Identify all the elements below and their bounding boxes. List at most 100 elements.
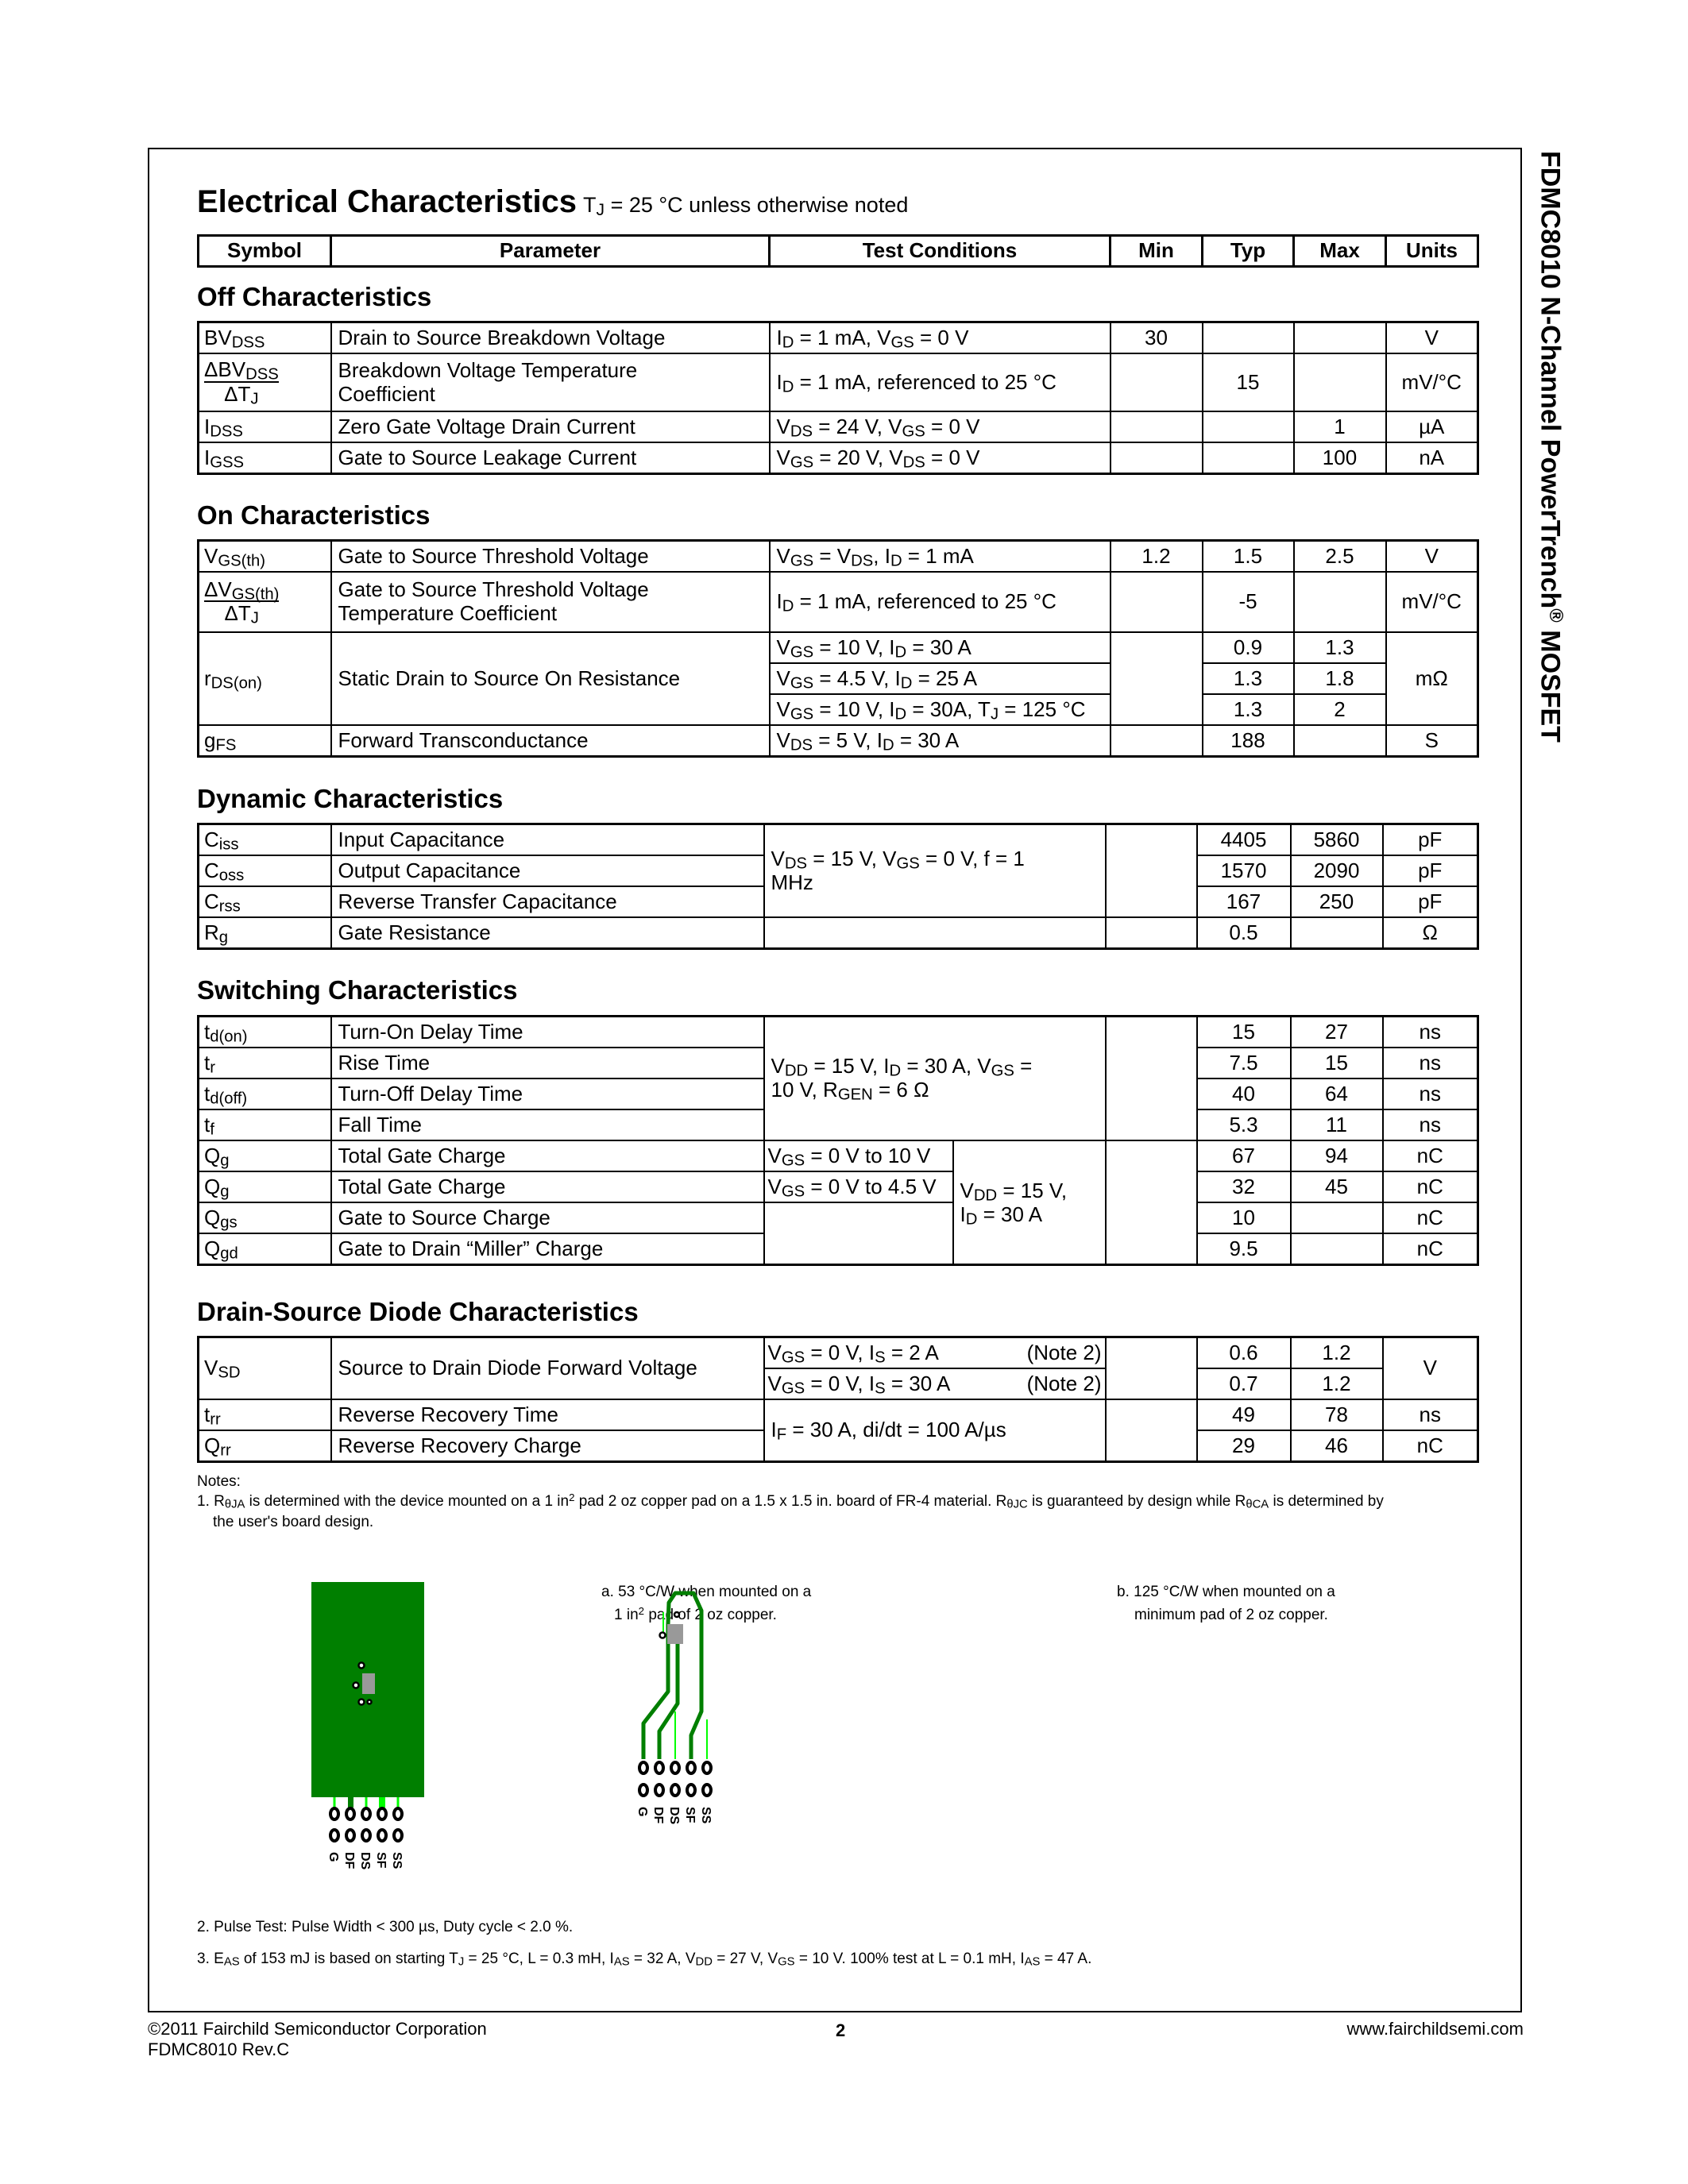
min — [1109, 571, 1203, 633]
parameter: Total Gate Charge — [330, 1171, 765, 1203]
table-row: Qrr Reverse Recovery Charge 29 46 nC — [197, 1430, 1479, 1463]
symbol-den: ΔTJ — [224, 381, 259, 408]
symbol: trr — [197, 1399, 332, 1431]
side-title: FDMC8010 N-Channel PowerTrench® MOSFET — [1535, 151, 1567, 743]
pin-pad — [377, 1828, 388, 1843]
conditions: VGS = 20 V, VDS = 0 V — [768, 442, 1111, 475]
pin-label: SS — [390, 1852, 404, 1870]
typ — [1201, 442, 1295, 475]
pin-pad — [670, 1761, 681, 1775]
caption-line: a. 53 °C/W when mounted on a — [601, 1584, 812, 1600]
dynamic-table: Ciss Input Capacitance VDS = 15 V, VGS =… — [197, 823, 1479, 950]
parameter: Output Capacitance — [330, 855, 765, 887]
max: 2.5 — [1292, 539, 1387, 573]
parameter: Static Drain to Source On Resistance — [330, 631, 771, 726]
max — [1289, 916, 1384, 950]
conditions: VGS = VDS, ID = 1 mA — [768, 539, 1111, 573]
conditions: ID = 1 mA, referenced to 25 °C — [768, 571, 1111, 633]
pin-pad — [361, 1807, 372, 1821]
page-frame — [148, 148, 1522, 2012]
symbol: td(off) — [197, 1078, 332, 1110]
symbol-num: ΔBVDSS — [204, 357, 279, 384]
typ: 15 — [1201, 353, 1295, 412]
table-row: ΔBVDSS ΔTJ Breakdown Voltage Temperature … — [197, 353, 1479, 412]
notes-label: Notes: — [197, 1473, 241, 1490]
max: 2 — [1292, 693, 1387, 726]
figure-a-large-pad: G DF DS SF SS — [311, 1582, 424, 1870]
typ — [1201, 411, 1295, 443]
min — [1109, 411, 1203, 443]
conditions — [763, 1202, 954, 1266]
pin-pad — [654, 1761, 665, 1775]
typ: 32 — [1196, 1171, 1292, 1203]
figure-a-caption: a. 53 °C/W when mounted on a 1 in2 pad o… — [601, 1580, 811, 1627]
symbol: rDS(on) — [197, 631, 332, 726]
table-row: trr Reverse Recovery Time IF = 30 A, di/… — [197, 1399, 1479, 1463]
table-row: VGS = 0 V, IS = 30 A (Note 2) 0.7 1.2 — [199, 1368, 1478, 1400]
title-condition: TJ = 25 °C unless otherwise noted — [583, 193, 909, 219]
max: 1.2 — [1289, 1336, 1384, 1369]
conditions-text: VGS = 0 V, IS = 2 A — [767, 1340, 939, 1367]
pin-label: G — [635, 1807, 649, 1816]
table-row: Crss Reverse Transfer Capacitance 167 25… — [197, 886, 1479, 918]
min — [1104, 1336, 1198, 1400]
units: V — [1385, 539, 1479, 573]
pin-pad — [361, 1828, 372, 1843]
footer-website[interactable]: www.fairchildsemi.com — [1346, 2019, 1524, 2039]
pin-pad — [392, 1828, 404, 1843]
pin-pad — [701, 1783, 713, 1797]
parameter: Forward Transconductance — [330, 724, 771, 758]
pin-pad — [345, 1828, 356, 1843]
min: 30 — [1109, 321, 1203, 354]
pin-pad — [329, 1828, 340, 1843]
diode-table: VSD Source to Drain Diode Forward Voltag… — [197, 1336, 1479, 1463]
units: ns — [1381, 1078, 1479, 1110]
units: µA — [1385, 411, 1479, 443]
symbol: Qg — [197, 1140, 332, 1172]
pin-label: DS — [667, 1807, 681, 1825]
title-text: Electrical Characteristics — [197, 184, 577, 219]
units: mV/°C — [1385, 571, 1479, 633]
parameter: Drain to Source Breakdown Voltage — [330, 321, 771, 354]
table-row: IGSS Gate to Source Leakage Current VGS … — [197, 442, 1479, 475]
table-row: VSD Source to Drain Diode Forward Voltag… — [197, 1336, 1479, 1400]
parameter: Gate to Source Leakage Current — [330, 442, 771, 475]
table-row: rDS(on) Static Drain to Source On Resist… — [197, 631, 1479, 726]
parameter: Total Gate Charge — [330, 1140, 765, 1172]
units: nC — [1381, 1140, 1479, 1172]
pin-pad — [701, 1761, 713, 1775]
col-parameter: Parameter — [330, 234, 771, 268]
table-row: gFS Forward Transconductance VDS = 5 V, … — [197, 724, 1479, 758]
max: 46 — [1289, 1430, 1384, 1463]
units: ns — [1381, 1015, 1479, 1048]
col-symbol: Symbol — [197, 234, 332, 268]
units: nC — [1381, 1233, 1479, 1266]
symbol-num: ΔVGS(th) — [204, 577, 280, 604]
symbol: VSD — [197, 1336, 332, 1400]
units: nC — [1381, 1430, 1479, 1463]
footer-copyright: ©2011 Fairchild Semiconductor Corporatio… — [148, 2019, 487, 2039]
typ: 0.6 — [1196, 1336, 1292, 1369]
on-table: VGS(th) Gate to Source Threshold Voltage… — [197, 539, 1479, 758]
symbol: IDSS — [197, 411, 332, 443]
parameter: Turn-On Delay Time — [330, 1015, 765, 1048]
max: 250 — [1289, 886, 1384, 918]
parameter: Reverse Recovery Time — [330, 1399, 765, 1431]
conditions: VGS = 10 V, ID = 30 A — [768, 631, 1111, 664]
symbol: IGSS — [197, 442, 332, 475]
off-table: BVDSS Drain to Source Breakdown Voltage … — [197, 321, 1479, 475]
parameter: Gate to Drain “Miller” Charge — [330, 1233, 765, 1266]
max: 11 — [1289, 1109, 1384, 1141]
pin-label: SF — [683, 1807, 697, 1823]
typ: 188 — [1201, 724, 1295, 758]
note-ref: (Note 2) — [1026, 1371, 1102, 1395]
typ: 1.5 — [1201, 539, 1295, 573]
pin-labels-a: G DF DS SF SS — [326, 1852, 404, 1870]
min — [1104, 823, 1198, 918]
conditions: VGS = 4.5 V, ID = 25 A — [768, 662, 1111, 695]
typ: 10 — [1196, 1202, 1292, 1234]
max: 94 — [1289, 1140, 1384, 1172]
col-conditions: Test Conditions — [768, 234, 1111, 268]
conditions: ID = 1 mA, VGS = 0 V — [768, 321, 1111, 354]
typ: 67 — [1196, 1140, 1292, 1172]
